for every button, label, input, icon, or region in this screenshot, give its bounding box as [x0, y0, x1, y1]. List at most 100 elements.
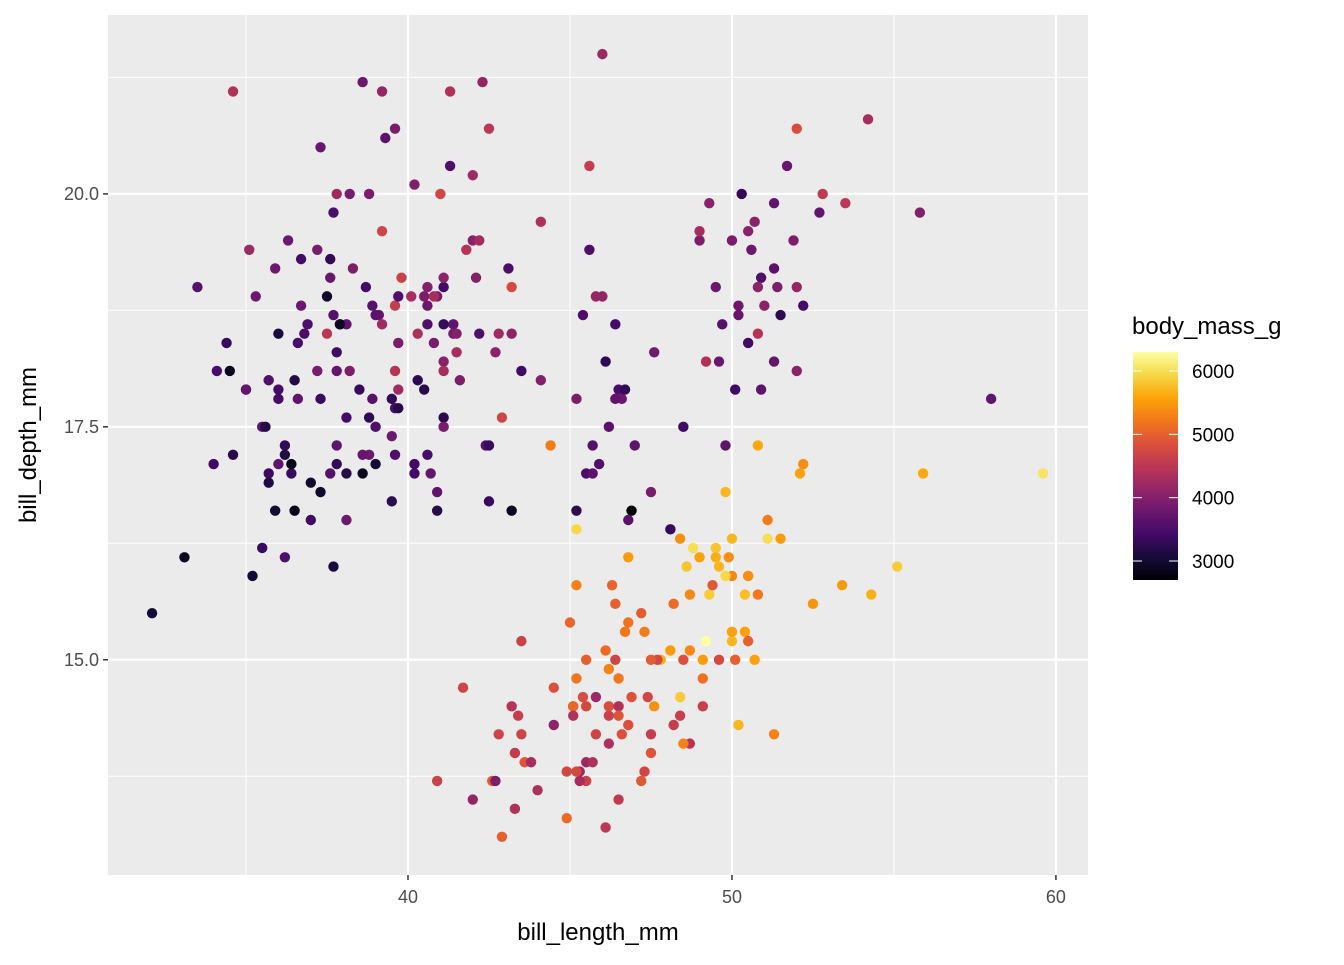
legend-tick-label: 6000 [1192, 362, 1234, 383]
data-point [347, 263, 359, 274]
data-point [422, 281, 433, 293]
data-point [568, 701, 579, 712]
data-point [370, 309, 381, 321]
data-point [363, 188, 375, 200]
data-point [697, 673, 709, 684]
data-point [694, 225, 705, 237]
data-point [759, 300, 770, 311]
data-point [506, 281, 517, 293]
data-point [422, 319, 433, 330]
data-point [431, 505, 443, 516]
data-point [798, 300, 809, 311]
data-point [438, 281, 449, 293]
data-point [192, 281, 203, 293]
data-point [516, 365, 527, 377]
x-tick-label: 40 [398, 887, 418, 907]
data-point [590, 729, 602, 740]
data-point [354, 384, 365, 395]
data-point [286, 468, 297, 479]
data-point [532, 785, 543, 796]
data-point [791, 281, 802, 293]
data-point [597, 48, 608, 60]
data-points [146, 48, 1049, 842]
data-point [179, 552, 190, 563]
data-point [279, 552, 291, 563]
data-point [451, 347, 462, 358]
data-point [762, 514, 773, 526]
data-point [305, 514, 317, 526]
data-point [571, 524, 582, 535]
data-point [260, 421, 271, 433]
data-point [422, 449, 433, 460]
data-point [474, 328, 485, 339]
data-point [713, 356, 725, 367]
data-point [273, 384, 284, 395]
data-point [273, 393, 284, 405]
data-point [817, 188, 828, 200]
data-point [367, 393, 378, 405]
data-point [710, 281, 721, 293]
data-point [282, 235, 294, 246]
data-point [305, 477, 317, 488]
data-point [422, 300, 433, 311]
data-point [684, 589, 696, 600]
data-point [781, 160, 793, 172]
data-point [516, 729, 527, 740]
data-point [263, 375, 274, 386]
data-point [331, 188, 342, 200]
gridlines [108, 15, 1088, 875]
data-point [545, 440, 556, 451]
data-point [376, 225, 388, 237]
data-point [535, 375, 547, 386]
data-point [321, 291, 333, 302]
data-point [600, 822, 611, 833]
data-point [444, 160, 456, 172]
data-point [525, 757, 537, 768]
x-axis: 40 50 60 [398, 875, 1066, 907]
data-point [509, 747, 521, 759]
data-point [396, 272, 407, 283]
data-point [749, 654, 760, 665]
data-point [678, 738, 689, 749]
data-point [681, 561, 692, 572]
data-point [409, 468, 420, 479]
data-point [428, 337, 440, 349]
data-point [807, 598, 819, 610]
data-point [506, 701, 517, 712]
data-point [257, 542, 268, 554]
data-point [623, 617, 634, 628]
data-point [752, 589, 764, 600]
data-point [279, 449, 291, 460]
data-point [380, 132, 391, 144]
data-point [363, 412, 375, 423]
data-point [328, 561, 339, 572]
data-point [357, 449, 368, 460]
data-point [985, 393, 997, 405]
data-point [623, 552, 634, 563]
data-point [568, 710, 579, 721]
plot-panel [108, 15, 1088, 875]
data-point [590, 691, 602, 703]
data-point [344, 188, 355, 200]
data-point [616, 729, 628, 740]
data-point [752, 440, 764, 451]
data-point [678, 654, 689, 665]
data-point [321, 328, 333, 339]
data-point [684, 645, 696, 656]
data-point [341, 514, 352, 526]
data-point [357, 76, 368, 88]
data-point [273, 328, 284, 339]
data-point [610, 319, 621, 330]
data-point [577, 691, 589, 703]
data-point [746, 244, 757, 255]
data-point [636, 607, 647, 619]
data-point [1037, 468, 1049, 479]
data-point [331, 365, 342, 377]
data-point [610, 654, 621, 665]
data-point [376, 319, 388, 330]
x-tick-label: 50 [722, 887, 742, 907]
data-point [730, 384, 741, 395]
data-point [891, 561, 903, 572]
data-point [367, 300, 378, 311]
data-point [247, 570, 258, 582]
